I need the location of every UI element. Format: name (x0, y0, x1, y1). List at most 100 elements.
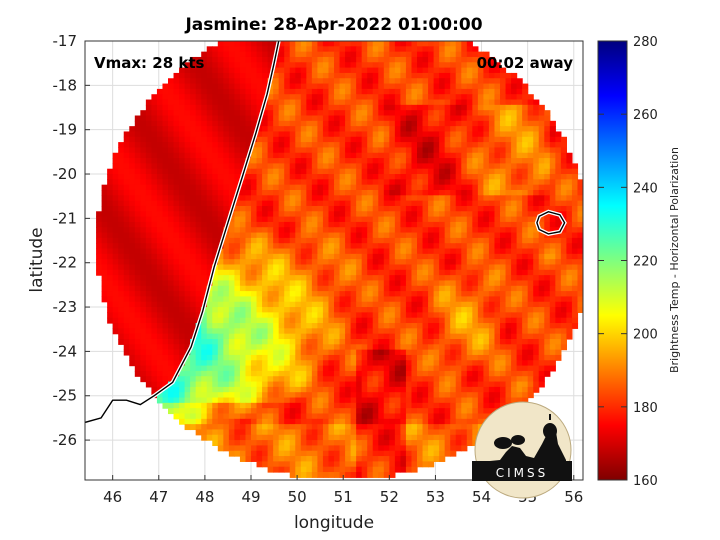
swath-pixel (239, 126, 247, 133)
swath-pixel (245, 253, 252, 260)
swath-pixel (516, 301, 523, 308)
swath-pixel (350, 163, 357, 170)
swath-pixel (129, 163, 136, 170)
swath-pixel (107, 264, 114, 271)
swath-pixel (527, 349, 534, 356)
swath-pixel (549, 179, 556, 186)
swath-pixel (483, 142, 490, 149)
swath-pixel (96, 216, 103, 223)
swath-pixel (511, 200, 518, 207)
swath-pixel (428, 195, 435, 202)
swath-pixel (477, 232, 484, 239)
swath-pixel (477, 67, 484, 74)
swath-pixel (383, 110, 390, 117)
swath-pixel (472, 296, 479, 303)
swath-pixel (223, 237, 230, 244)
swath-pixel (273, 243, 280, 250)
swath-pixel (256, 269, 263, 276)
swath-pixel (466, 163, 473, 170)
swath-pixel (383, 232, 390, 239)
swath-pixel (228, 152, 235, 159)
swath-pixel (488, 232, 496, 239)
swath-pixel (378, 211, 385, 218)
swath-pixel (123, 323, 130, 329)
swath-pixel (112, 200, 119, 207)
swath-pixel (306, 51, 313, 58)
swath-pixel (190, 264, 197, 271)
swath-pixel (372, 280, 379, 287)
swath-pixel (516, 280, 523, 287)
swath-pixel (417, 104, 424, 111)
swath-pixel (566, 163, 573, 170)
swath-pixel (273, 338, 280, 345)
swath-pixel (195, 152, 202, 159)
swath-pixel (201, 317, 208, 324)
swath-pixel (394, 99, 401, 106)
swath-pixel (223, 275, 230, 282)
swath-pixel (217, 301, 224, 308)
swath-pixel (267, 344, 274, 351)
swath-pixel (184, 253, 191, 260)
swath-pixel (162, 259, 169, 266)
swath-pixel (389, 174, 396, 180)
swath-pixel (311, 301, 318, 308)
swath-pixel (140, 253, 147, 260)
swath-pixel (322, 83, 330, 90)
swath-pixel (566, 333, 573, 340)
swath-pixel (455, 296, 462, 303)
swath-pixel (533, 317, 540, 324)
swath-pixel (372, 259, 379, 266)
swath-pixel (300, 41, 307, 47)
swath-pixel (140, 200, 147, 207)
swath-pixel (549, 189, 556, 196)
swath-pixel (477, 104, 484, 111)
swath-pixel (228, 232, 235, 239)
swath-pixel (328, 51, 335, 58)
swath-pixel (96, 237, 103, 244)
swath-pixel (278, 307, 285, 313)
swath-pixel (339, 227, 346, 234)
swath-pixel (262, 168, 269, 175)
swath-pixel (422, 323, 429, 329)
swath-pixel (245, 211, 252, 218)
swath-pixel (472, 211, 479, 218)
swath-pixel (217, 200, 224, 207)
swath-pixel (162, 365, 169, 372)
swath-pixel (389, 307, 396, 313)
swath-pixel (184, 317, 191, 324)
swath-pixel (267, 152, 274, 159)
swath-pixel (516, 354, 523, 361)
swath-pixel (372, 248, 379, 255)
swath-pixel (151, 323, 158, 329)
swath-pixel (101, 269, 108, 276)
swath-pixel (190, 115, 197, 122)
swath-pixel (140, 179, 147, 186)
swath-pixel (173, 296, 180, 303)
swath-pixel (483, 99, 490, 106)
swath-pixel (212, 152, 219, 159)
swath-pixel (544, 291, 551, 298)
swath-pixel (273, 72, 280, 79)
swath-pixel (140, 152, 147, 159)
swath-pixel (345, 317, 352, 324)
swath-pixel (455, 41, 462, 47)
swath-pixel (571, 184, 579, 191)
swath-pixel (284, 291, 291, 298)
swath-pixel (179, 104, 186, 111)
swath-pixel (394, 221, 401, 228)
swath-pixel (107, 216, 114, 223)
swath-pixel (245, 142, 252, 149)
swath-pixel (472, 227, 479, 234)
swath-pixel (284, 301, 291, 308)
swath-pixel (516, 83, 523, 90)
swath-pixel (505, 349, 512, 356)
swath-pixel (140, 237, 147, 244)
swath-pixel (339, 259, 346, 266)
swath-pixel (284, 94, 291, 101)
swath-pixel (328, 301, 335, 308)
swath-pixel (273, 227, 280, 234)
swath-pixel (538, 142, 545, 149)
swath-pixel (262, 88, 269, 95)
swath-pixel (179, 126, 186, 133)
swath-pixel (334, 365, 341, 372)
